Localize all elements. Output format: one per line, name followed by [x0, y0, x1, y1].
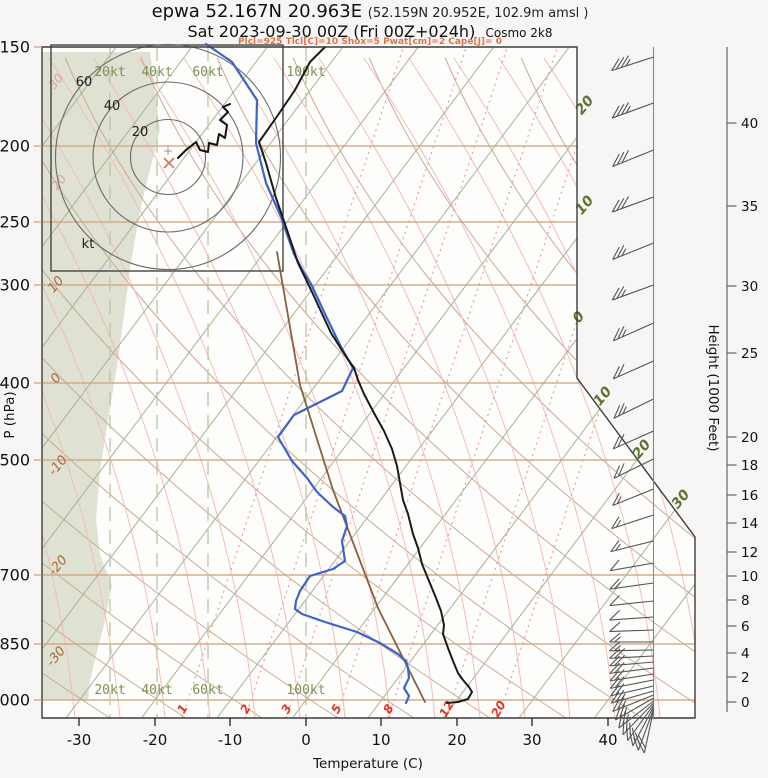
svg-text:30: 30 [741, 279, 758, 295]
svg-text:400: 400 [0, 374, 30, 393]
svg-text:16: 16 [741, 488, 758, 504]
valid-time: Sat 2023-09-30 00Z (Fri 00Z+024h) [187, 22, 476, 41]
svg-text:14: 14 [741, 516, 758, 532]
temperature-curve [258, 46, 473, 704]
wind-barbs [609, 47, 655, 754]
svg-text:150: 150 [0, 38, 30, 57]
svg-text:30: 30 [522, 731, 541, 749]
svg-text:35: 35 [741, 199, 758, 215]
svg-text:8: 8 [741, 593, 750, 609]
svg-text:25: 25 [741, 346, 758, 362]
svg-text:500: 500 [0, 451, 30, 470]
parcel-curve [276, 251, 426, 703]
svg-text:60kt: 60kt [192, 683, 223, 698]
svg-text:60: 60 [76, 75, 93, 90]
page-title: epwa 52.167N 20.963E (52.159N 20.952E, 1… [0, 1, 740, 22]
temperature-axis: -30 -20 -10 0 10 20 30 40 [67, 718, 618, 749]
svg-text:20kt: 20kt [94, 65, 125, 80]
svg-text:0: 0 [301, 731, 311, 749]
svg-text:100kt: 100kt [286, 65, 325, 80]
wind-scale-labels: 20kt 20kt 40kt 40kt 60kt 60kt 100kt 100kt [94, 65, 325, 698]
hodograph-ring [54, 43, 282, 271]
svg-text:18: 18 [741, 458, 758, 474]
height-axis: 0 2 4 6 8 10 12 14 16 18 20 25 30 35 40 [726, 47, 758, 712]
model-name: Cosmo 2k8 [485, 26, 553, 40]
svg-text:60kt: 60kt [192, 65, 223, 80]
svg-text:40: 40 [741, 116, 758, 132]
pressure-axis: 150 200 250 300 400 500 700 850 1000 [0, 38, 42, 710]
svg-text:0: 0 [741, 695, 750, 711]
svg-text:40kt: 40kt [141, 65, 172, 80]
svg-text:40kt: 40kt [141, 683, 172, 698]
svg-text:20: 20 [741, 430, 758, 446]
svg-text:100kt: 100kt [286, 683, 325, 698]
svg-text:kt: kt [82, 237, 95, 252]
svg-text:20: 20 [447, 731, 466, 749]
storm-motion-marker [163, 157, 175, 169]
svg-text:Height (1000 Feet): Height (1000 Feet) [705, 324, 721, 451]
station-title: epwa 52.167N 20.963E [151, 1, 363, 22]
hodograph-trace [177, 103, 231, 159]
svg-text:300: 300 [0, 276, 30, 295]
svg-text:-30: -30 [67, 731, 92, 749]
svg-text:10: 10 [371, 731, 390, 749]
svg-text:700: 700 [0, 566, 30, 585]
valid-time-title: Sat 2023-09-30 00Z (Fri 00Z+024h) Cosmo … [0, 22, 740, 41]
svg-text:1000: 1000 [0, 691, 30, 710]
svg-text:-10: -10 [218, 731, 243, 749]
svg-text:200: 200 [0, 137, 30, 156]
svg-text:Temperature (C): Temperature (C) [312, 756, 423, 772]
indices-line: Plcl=925 Tlcl[C]=10 Shox=5 Pwat[cm]=2 Ca… [238, 37, 502, 47]
hodograph-ring [129, 118, 207, 196]
svg-text:20: 20 [132, 125, 149, 140]
svg-text:40: 40 [104, 99, 121, 114]
svg-text:4: 4 [741, 646, 750, 662]
plot-border [41, 46, 696, 719]
station-subtitle: (52.159N 20.952E, 102.9m amsl ) [367, 6, 589, 21]
pressure-axis-title: P (hPa) [2, 391, 18, 438]
temperature-axis-title: Temperature (C) [312, 756, 423, 772]
svg-text:20kt: 20kt [94, 683, 125, 698]
hodograph-ring [92, 81, 244, 233]
svg-text:10: 10 [741, 569, 758, 585]
svg-text:40: 40 [598, 731, 617, 749]
wind-scale-lines [109, 47, 307, 718]
height-axis-title: Height (1000 Feet) [705, 324, 721, 451]
svg-text:850: 850 [0, 635, 30, 654]
svg-text:2: 2 [741, 670, 750, 686]
svg-text:P (hPa): P (hPa) [2, 391, 18, 438]
svg-text:12: 12 [741, 545, 758, 561]
svg-text:6: 6 [741, 619, 750, 635]
svg-text:250: 250 [0, 213, 30, 232]
svg-text:-20: -20 [143, 731, 168, 749]
